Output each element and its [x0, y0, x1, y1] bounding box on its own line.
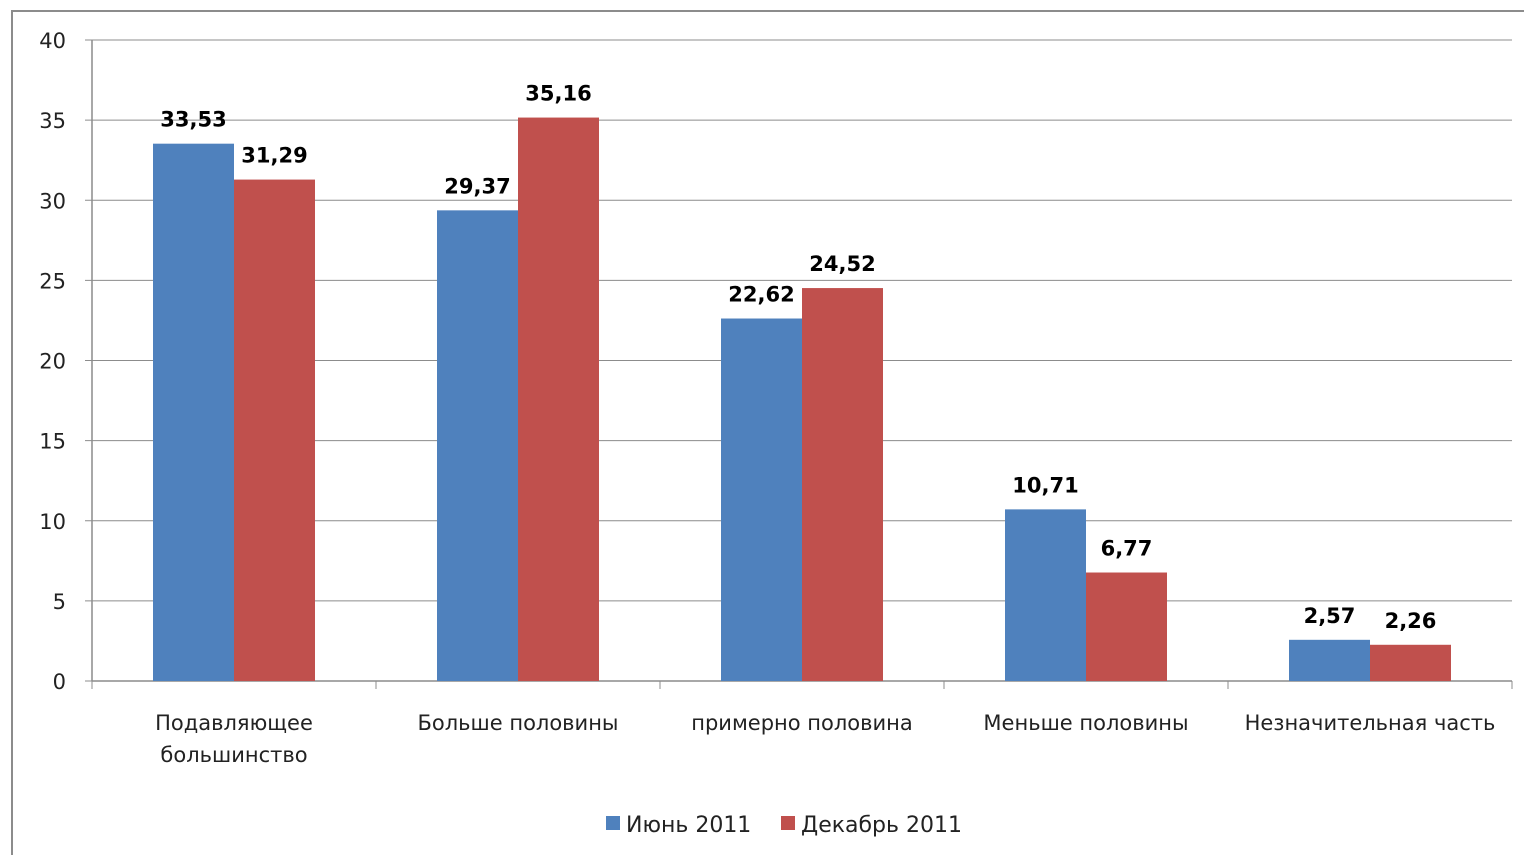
bar: [234, 179, 315, 681]
y-tick-label: 0: [53, 670, 66, 694]
bar: [721, 318, 802, 681]
y-tick-label: 35: [39, 109, 66, 133]
bar: [802, 288, 883, 681]
y-tick-label: 30: [39, 189, 66, 213]
data-label: 2,26: [1385, 609, 1437, 633]
data-label: 24,52: [809, 252, 875, 276]
data-label: 10,71: [1012, 473, 1078, 497]
data-label: 35,16: [525, 82, 591, 106]
y-tick-label: 20: [39, 350, 66, 374]
bar: [153, 143, 234, 681]
legend-entry: Декабрь 2011: [801, 813, 962, 838]
y-tick-label: 25: [39, 269, 66, 293]
category-label: Меньше половины: [983, 711, 1188, 735]
data-label: 33,53: [160, 108, 226, 132]
data-label: 2,57: [1304, 604, 1356, 628]
category-label: Подавляющее: [155, 711, 313, 735]
y-tick-label: 15: [39, 430, 66, 454]
bar: [1086, 572, 1167, 681]
bar: [1005, 509, 1086, 681]
category-label: примерно половина: [691, 711, 913, 735]
data-label: 29,37: [444, 174, 510, 198]
category-label: Больше половины: [417, 711, 618, 735]
bar: [437, 210, 518, 681]
y-tick-label: 10: [39, 510, 66, 534]
bar: [1289, 639, 1370, 681]
legend-swatch: [606, 816, 620, 830]
legend-entry: Июнь 2011: [626, 813, 751, 838]
y-tick-label: 40: [39, 29, 66, 53]
bar: [518, 117, 599, 682]
category-label: большинство: [160, 743, 307, 767]
data-label: 6,77: [1101, 537, 1153, 561]
data-label: 22,62: [728, 283, 794, 307]
data-label: 31,29: [241, 144, 307, 168]
category-label: Незначительная часть: [1245, 711, 1496, 735]
y-tick-label: 5: [53, 590, 66, 614]
legend-swatch: [781, 816, 795, 830]
bar: [1370, 644, 1451, 681]
